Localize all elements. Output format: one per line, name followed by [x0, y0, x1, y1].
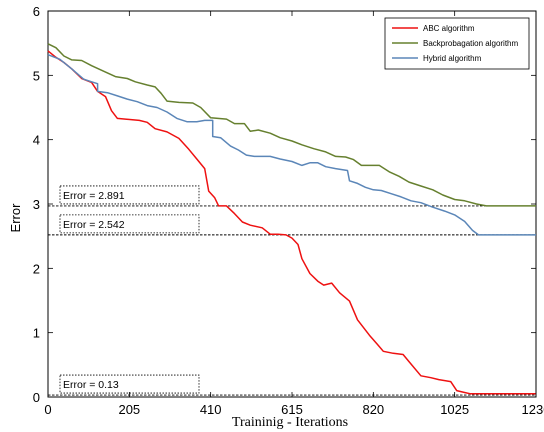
x-axis-title: Traininig - Iterations — [232, 415, 348, 430]
y-tick-label: 2 — [33, 261, 40, 276]
series-line-2 — [47, 43, 536, 207]
y-tick-label: 6 — [33, 4, 40, 19]
x-tick-label: 1025 — [440, 402, 469, 417]
plot-area — [47, 10, 537, 398]
legend-label: Hybrid algorithm — [423, 54, 482, 63]
series-layer — [47, 43, 536, 395]
y-tick-label: 4 — [33, 133, 40, 148]
y-tick-label: 1 — [33, 326, 40, 341]
y-tick-label: 3 — [33, 197, 40, 212]
y-axis-title: Error — [8, 203, 23, 233]
annotation-label: Error = 2.542 — [63, 219, 125, 231]
y-tick-label: 0 — [33, 390, 40, 405]
annotation-box — [59, 214, 200, 234]
annotation-box — [59, 185, 200, 205]
annotation-label: Error = 2.891 — [63, 190, 125, 202]
x-tick-label: 410 — [200, 402, 222, 417]
series-line-3 — [47, 54, 536, 236]
legend-label: Backprobagation algorithm — [423, 39, 519, 48]
x-tick-label: 615 — [281, 402, 303, 417]
y-axis: 0 1 2 3 4 5 6 — [33, 4, 536, 405]
y-tick-label: 5 — [33, 68, 40, 83]
legend-label: ABC algorithm — [423, 24, 475, 33]
x-tick-label: 0 — [44, 402, 51, 417]
x-tick-label: 205 — [118, 402, 140, 417]
legend: ABC algorithm Backprobagation algorithm Hy… — [384, 17, 530, 70]
series-line-1 — [47, 50, 536, 395]
x-tick-label: 820 — [362, 402, 384, 417]
annotation-label: Error = 0.13 — [63, 379, 119, 391]
